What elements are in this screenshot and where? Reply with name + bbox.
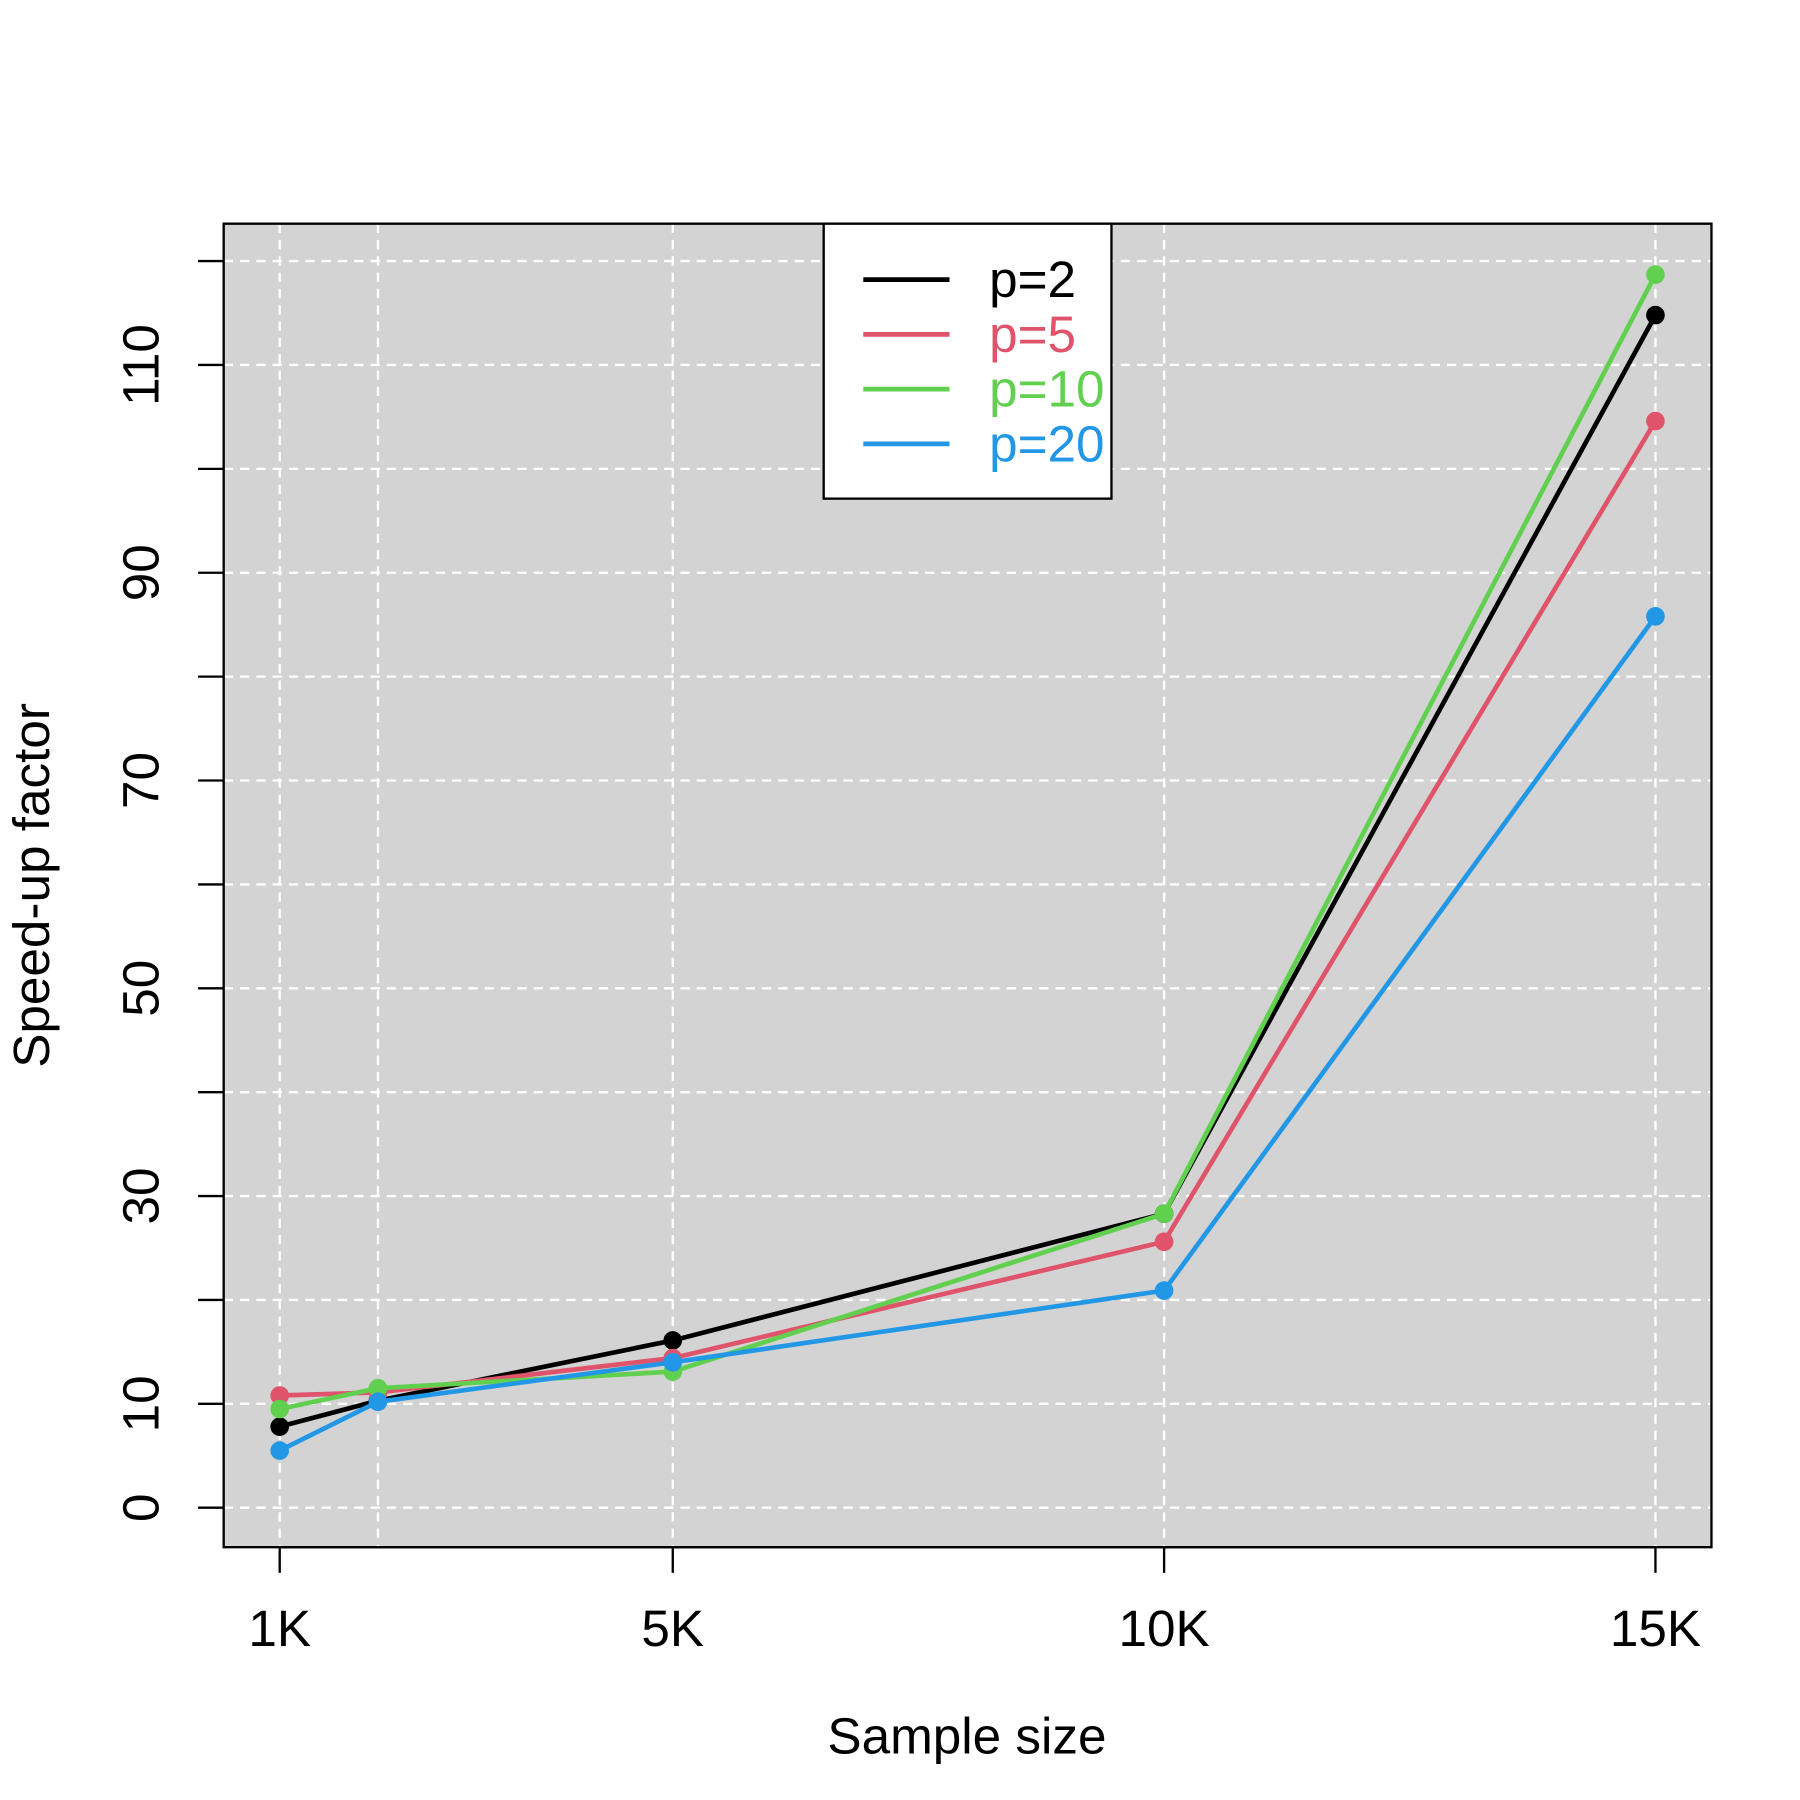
data-point bbox=[1646, 265, 1665, 284]
legend-label: p=10 bbox=[989, 361, 1104, 418]
y-tick-label: 70 bbox=[112, 752, 169, 809]
y-tick-label: 110 bbox=[112, 324, 169, 406]
y-tick-label: 10 bbox=[112, 1375, 169, 1432]
data-point bbox=[1646, 411, 1665, 431]
y-tick-label: 50 bbox=[112, 960, 169, 1017]
x-axis-label: Sample size bbox=[827, 1707, 1106, 1764]
legend-label: p=2 bbox=[989, 251, 1076, 308]
y-axis-label: Speed-up factor bbox=[3, 703, 60, 1068]
data-point bbox=[270, 1441, 290, 1460]
x-tick-label: 1K bbox=[248, 1600, 311, 1657]
data-point bbox=[1154, 1204, 1174, 1224]
data-point bbox=[663, 1352, 683, 1372]
legend-box bbox=[822, 222, 1113, 500]
data-point bbox=[1646, 607, 1665, 626]
data-point bbox=[1154, 1281, 1174, 1300]
x-tick-label: 10K bbox=[1119, 1600, 1210, 1657]
data-point bbox=[663, 1331, 683, 1350]
y-tick-label: 0 bbox=[112, 1493, 169, 1522]
data-point bbox=[368, 1378, 388, 1398]
data-point bbox=[1646, 305, 1665, 325]
legend-label: p=5 bbox=[989, 306, 1076, 363]
data-point bbox=[270, 1399, 290, 1419]
y-tick-label: 30 bbox=[112, 1168, 169, 1225]
x-tick-label: 5K bbox=[641, 1600, 704, 1657]
data-point bbox=[1154, 1232, 1174, 1252]
x-tick-label: 15K bbox=[1610, 1600, 1701, 1657]
y-tick-label: 90 bbox=[112, 544, 169, 601]
legend-label: p=20 bbox=[989, 415, 1104, 472]
data-point bbox=[270, 1386, 290, 1405]
data-point bbox=[270, 1417, 290, 1436]
data-point bbox=[368, 1392, 388, 1412]
